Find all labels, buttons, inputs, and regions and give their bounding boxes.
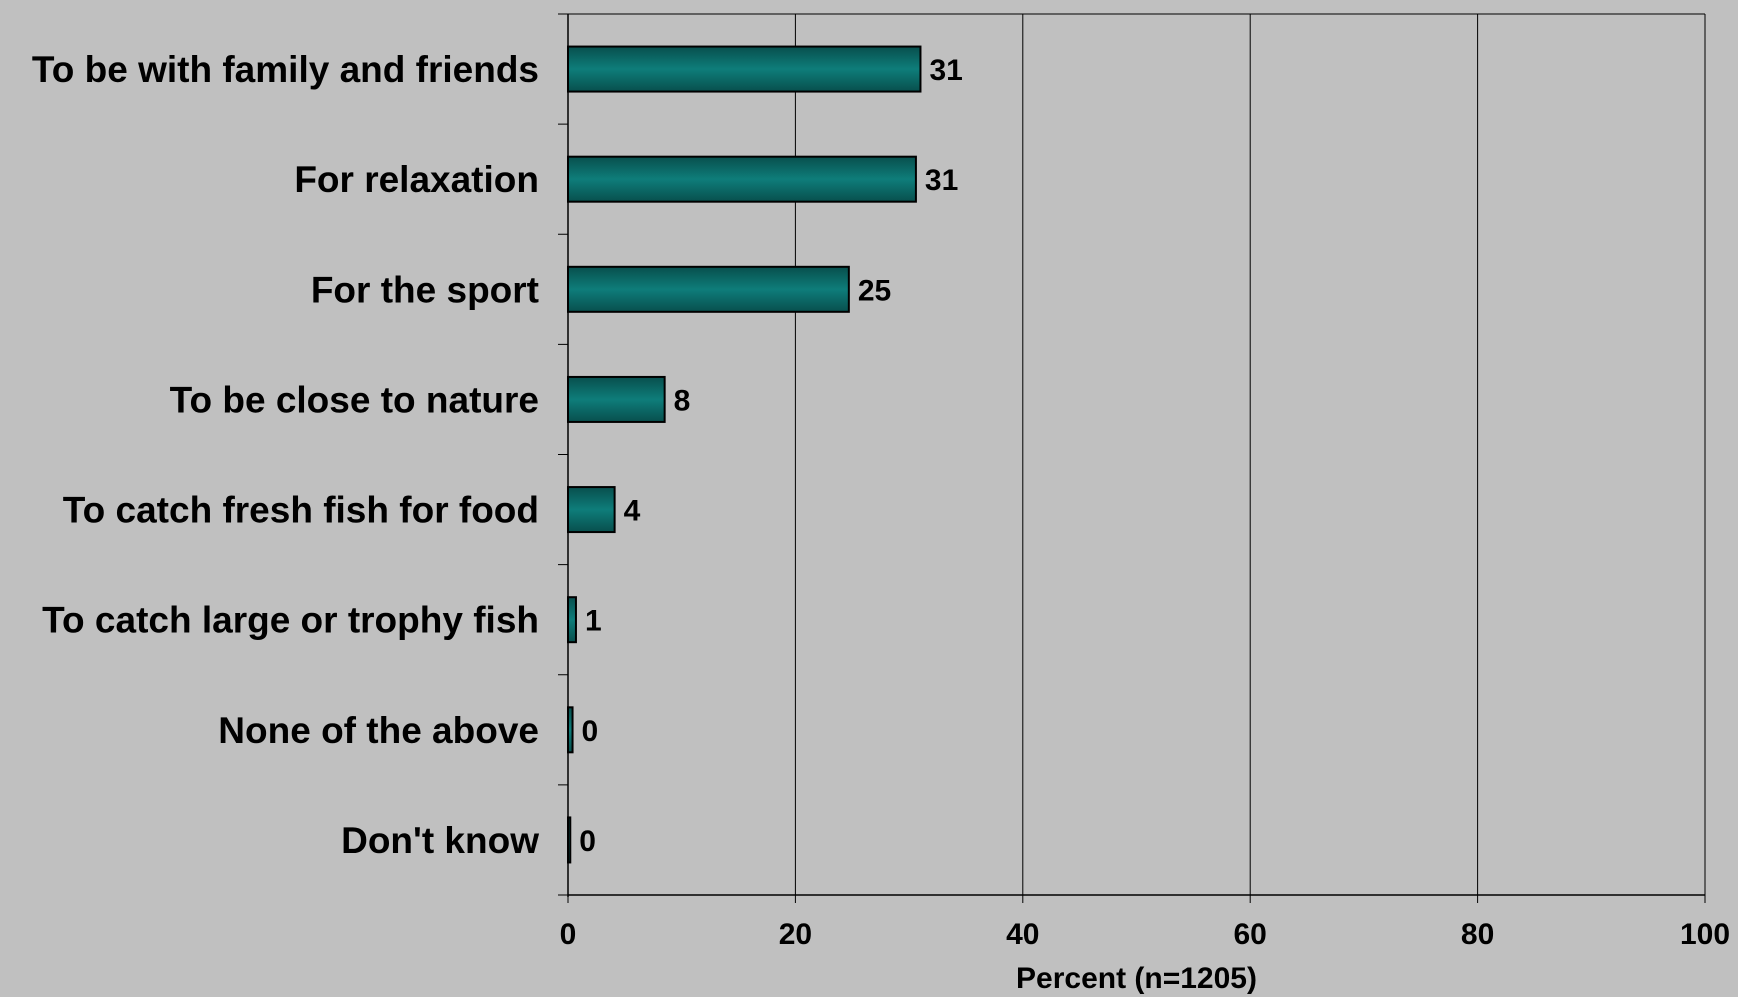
x-tick-label: 80: [1461, 918, 1494, 951]
x-tick-label: 20: [779, 918, 812, 951]
x-tick-label: 60: [1234, 918, 1267, 951]
x-tick-label: 100: [1680, 918, 1730, 951]
category-label: To be close to nature: [170, 379, 539, 420]
data-label: 31: [929, 54, 962, 87]
bar: [567, 816, 572, 864]
x-axis-title: Percent (n=1205): [1016, 962, 1257, 995]
data-label: 31: [925, 164, 958, 197]
bar: [567, 375, 666, 423]
bar: [567, 155, 917, 203]
category-label: For relaxation: [294, 159, 539, 200]
category-label: Don't know: [341, 820, 539, 861]
bar: [567, 596, 577, 644]
x-tick-label: 40: [1006, 918, 1039, 951]
data-label: 4: [624, 495, 641, 528]
bar: [567, 486, 616, 534]
category-label: To catch large or trophy fish: [42, 600, 539, 641]
bar: [567, 45, 922, 93]
plot-area: To be with family and friends 31 For relax…: [32, 13, 1730, 995]
data-label: 25: [858, 274, 891, 307]
category-label: For the sport: [311, 269, 539, 310]
category-label: None of the above: [218, 710, 539, 751]
data-label: 1: [585, 605, 602, 638]
data-label: 0: [579, 825, 596, 858]
x-tick-label: 0: [560, 918, 577, 951]
data-label: 0: [582, 715, 599, 748]
category-label: To catch fresh fish for food: [63, 490, 539, 531]
data-label: 8: [674, 384, 691, 417]
category-label: To be with family and friends: [32, 49, 539, 90]
bar: [567, 265, 850, 313]
bar: [567, 706, 574, 754]
